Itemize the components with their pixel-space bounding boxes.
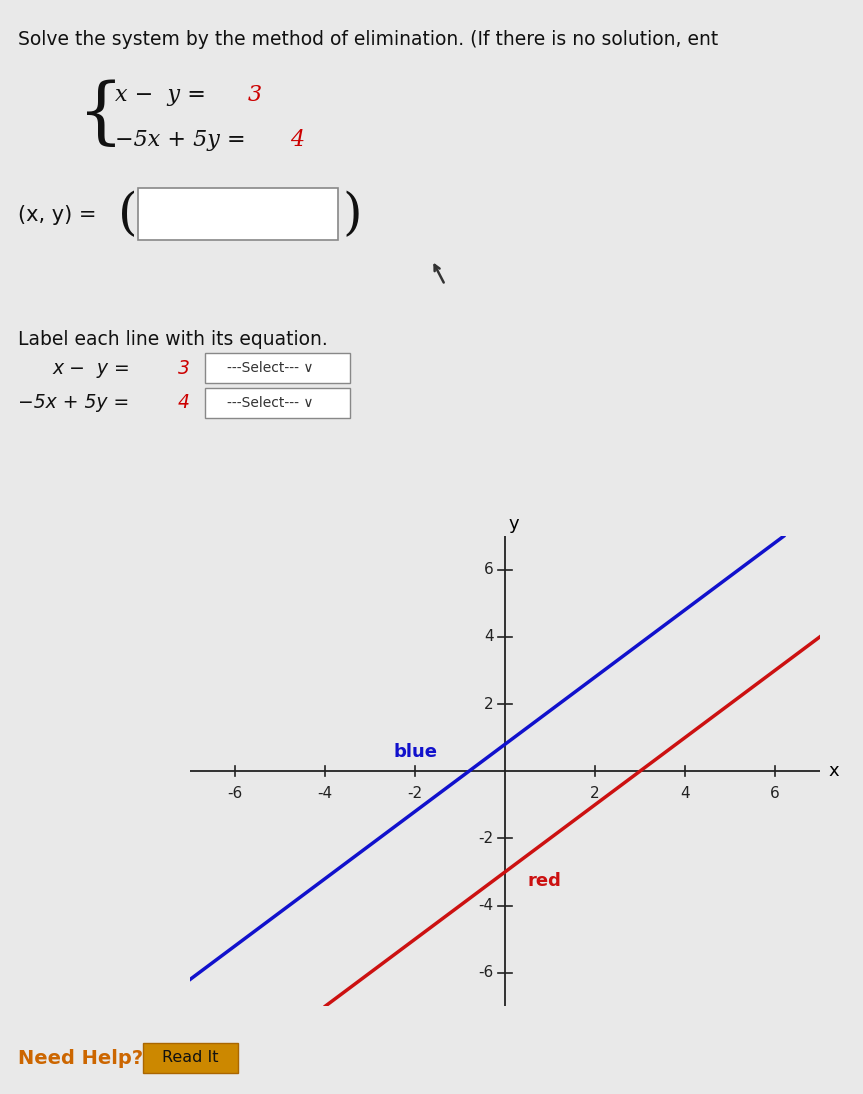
- Text: ---Select--- ∨: ---Select--- ∨: [227, 361, 313, 375]
- Text: red: red: [527, 872, 561, 891]
- Text: −5x + 5y =: −5x + 5y =: [115, 129, 253, 151]
- Text: {: {: [78, 80, 124, 150]
- Text: 4: 4: [290, 129, 304, 151]
- Text: -2: -2: [407, 787, 422, 802]
- Bar: [143, 1043, 238, 1073]
- Bar: [138, 188, 338, 240]
- Text: ---Select--- ∨: ---Select--- ∨: [227, 396, 313, 410]
- Text: -4: -4: [318, 787, 332, 802]
- Text: 6: 6: [770, 787, 780, 802]
- Text: 4: 4: [680, 787, 690, 802]
- Text: -2: -2: [478, 831, 494, 846]
- Text: Label each line with its equation.: Label each line with its equation.: [18, 330, 328, 349]
- Text: y: y: [508, 514, 520, 533]
- Bar: [205, 388, 350, 418]
- Text: (: (: [118, 190, 137, 240]
- Text: 2: 2: [590, 787, 600, 802]
- Text: x −  y =: x − y =: [115, 84, 213, 106]
- Text: Need Help?: Need Help?: [18, 1048, 143, 1068]
- Text: −5x + 5y =: −5x + 5y =: [18, 394, 135, 412]
- Text: (x, y) =: (x, y) =: [18, 205, 97, 225]
- Bar: [205, 353, 350, 383]
- Text: -4: -4: [478, 898, 494, 913]
- Text: 3: 3: [248, 84, 262, 106]
- Text: 6: 6: [484, 562, 494, 578]
- Text: 4: 4: [178, 394, 190, 412]
- Text: ): ): [342, 190, 362, 240]
- Text: 3: 3: [178, 359, 190, 377]
- Text: -6: -6: [227, 787, 243, 802]
- Text: Solve the system by the method of elimination. (If there is no solution, ent: Solve the system by the method of elimin…: [18, 30, 718, 49]
- Text: 4: 4: [484, 629, 494, 644]
- Text: -6: -6: [478, 965, 494, 980]
- Text: x: x: [828, 763, 840, 780]
- Text: Read It: Read It: [161, 1050, 218, 1066]
- Text: x −  y =: x − y =: [52, 359, 135, 377]
- Text: blue: blue: [394, 743, 438, 761]
- Text: 2: 2: [484, 697, 494, 711]
